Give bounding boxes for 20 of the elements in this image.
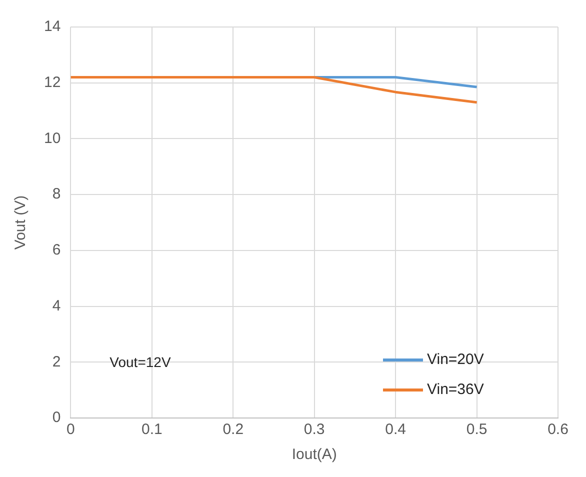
legend-label: Vin=20V bbox=[427, 351, 484, 368]
x-tick-label: 0.6 bbox=[548, 421, 568, 438]
y-tick-label: 10 bbox=[44, 130, 61, 147]
annotation: Vout=12V bbox=[110, 354, 172, 370]
y-tick-label: 6 bbox=[52, 242, 61, 259]
x-tick-label: 0.2 bbox=[222, 421, 244, 438]
y-tick-label: 14 bbox=[44, 18, 61, 36]
y-tick-label: 2 bbox=[52, 353, 61, 370]
x-tick-label: 0.4 bbox=[385, 421, 406, 438]
y-tick-label: 0 bbox=[52, 409, 61, 426]
y-axis-title: Vout (V) bbox=[12, 195, 30, 250]
x-tick-label: 0.5 bbox=[466, 421, 488, 438]
x-axis-title: Iout(A) bbox=[292, 446, 337, 464]
y-tick-label: 12 bbox=[44, 74, 61, 91]
y-tick-label: 4 bbox=[52, 297, 61, 314]
y-tick-label: 8 bbox=[52, 186, 61, 203]
x-tick-label: 0.3 bbox=[304, 421, 325, 438]
x-tick-label: 0.1 bbox=[141, 421, 162, 438]
legend-label: Vin=36V bbox=[427, 381, 484, 398]
x-tick-label: 0 bbox=[66, 421, 75, 438]
